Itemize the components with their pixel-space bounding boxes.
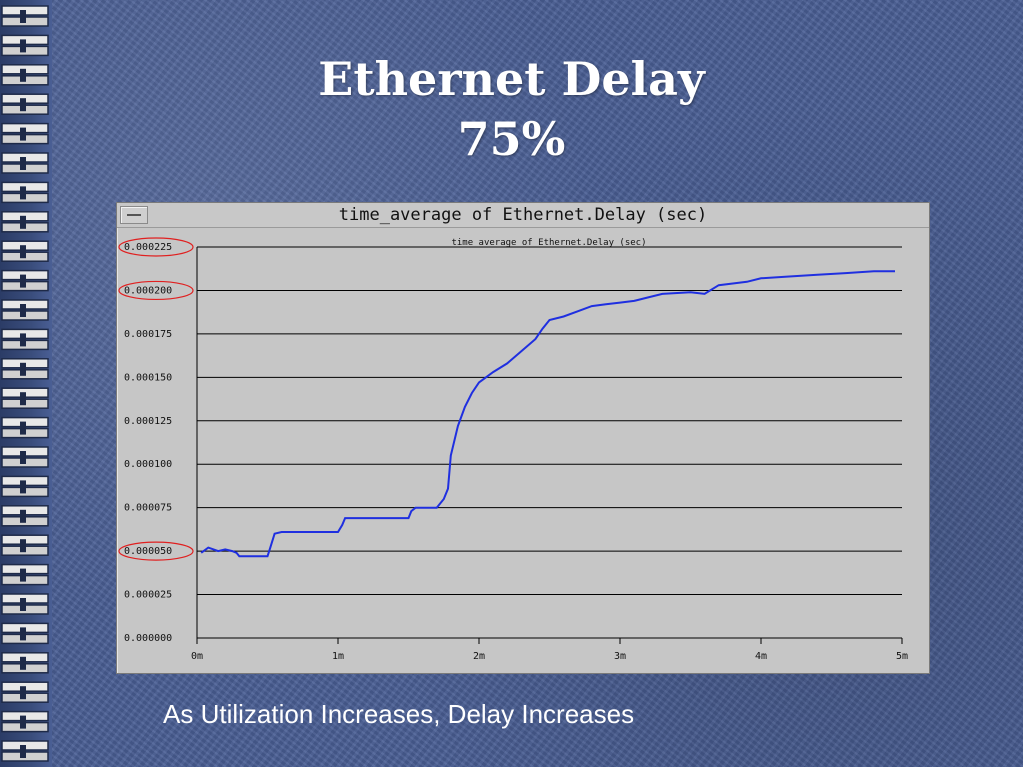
- binding-rings: [1, 5, 49, 762]
- binding-ring: [1, 5, 49, 27]
- binding-ring: [1, 505, 49, 527]
- window-menu-icon[interactable]: [120, 206, 148, 224]
- y-tick-label: 0.000150: [124, 372, 172, 383]
- highlight-circle: [118, 237, 194, 257]
- y-tick-label: 0.000125: [124, 416, 172, 427]
- binding-ring: [1, 652, 49, 674]
- slide-title: Ethernet Delay: [318, 52, 705, 106]
- y-tick-label: 0.000175: [124, 329, 172, 340]
- line-chart: time_average of Ethernet.Delay (sec) 0.0…: [118, 237, 908, 662]
- binding-ring: [1, 328, 49, 351]
- y-tick-label: 0.000000: [124, 633, 172, 644]
- highlight-circles: [118, 237, 194, 561]
- binding-ring: [1, 446, 49, 468]
- window-title-bar: time_average of Ethernet.Delay (sec): [117, 203, 929, 228]
- binding-ring: [1, 240, 49, 262]
- y-tick-label: 0.000200: [124, 285, 172, 296]
- binding-ring: [1, 416, 49, 439]
- y-tick-label: 0.000050: [124, 546, 172, 557]
- x-tick-label: 4m: [755, 651, 767, 662]
- chart-window: time_average of Ethernet.Delay (sec) tim…: [116, 202, 930, 674]
- binding-ring: [1, 710, 49, 733]
- binding-ring: [1, 593, 49, 615]
- binding-ring: [1, 563, 49, 586]
- binding-ring: [1, 622, 49, 645]
- binding-ring: [1, 358, 49, 380]
- y-axis-ticks: 0.000000 0.000025 0.000050 0.000075 0.000100…: [124, 242, 172, 644]
- window-title: time_average of Ethernet.Delay (sec): [338, 205, 708, 225]
- x-axis-ticks: 0m 1m 2m 3m 4m 5m: [191, 638, 908, 662]
- gridlines: [196, 246, 902, 644]
- binding-ring: [1, 269, 49, 292]
- binding-ring: [1, 34, 49, 57]
- highlight-circle: [118, 541, 194, 561]
- x-tick-label: 5m: [896, 651, 908, 662]
- x-tick-label: 2m: [473, 651, 485, 662]
- slide-caption: As Utilization Increases, Delay Increase…: [163, 699, 635, 729]
- binding-ring: [1, 740, 49, 762]
- binding-ring: [1, 475, 49, 498]
- binding-ring: [1, 152, 49, 174]
- binding-ring: [1, 299, 49, 321]
- y-tick-label: 0.000075: [124, 503, 172, 514]
- binding-ring: [1, 93, 49, 115]
- binding-ring: [1, 211, 49, 233]
- binding-ring: [1, 64, 49, 86]
- y-tick-label: 0.000025: [124, 590, 172, 601]
- series-line: [200, 270, 895, 558]
- highlight-circle: [118, 280, 194, 301]
- binding-ring: [1, 122, 49, 145]
- x-tick-label: 0m: [191, 651, 203, 662]
- binding-ring: [1, 181, 49, 204]
- y-tick-label: 0.000100: [124, 459, 172, 470]
- spiral-binding: [0, 0, 52, 767]
- chart-title: time_average of Ethernet.Delay (sec): [451, 238, 646, 248]
- binding-ring: [1, 534, 49, 556]
- x-tick-label: 3m: [614, 651, 626, 662]
- y-tick-label: 0.000225: [124, 242, 172, 253]
- binding-ring: [1, 681, 49, 703]
- slide-subtitle: 75%: [457, 112, 566, 166]
- binding-ring: [1, 387, 49, 409]
- x-tick-label: 1m: [332, 651, 344, 662]
